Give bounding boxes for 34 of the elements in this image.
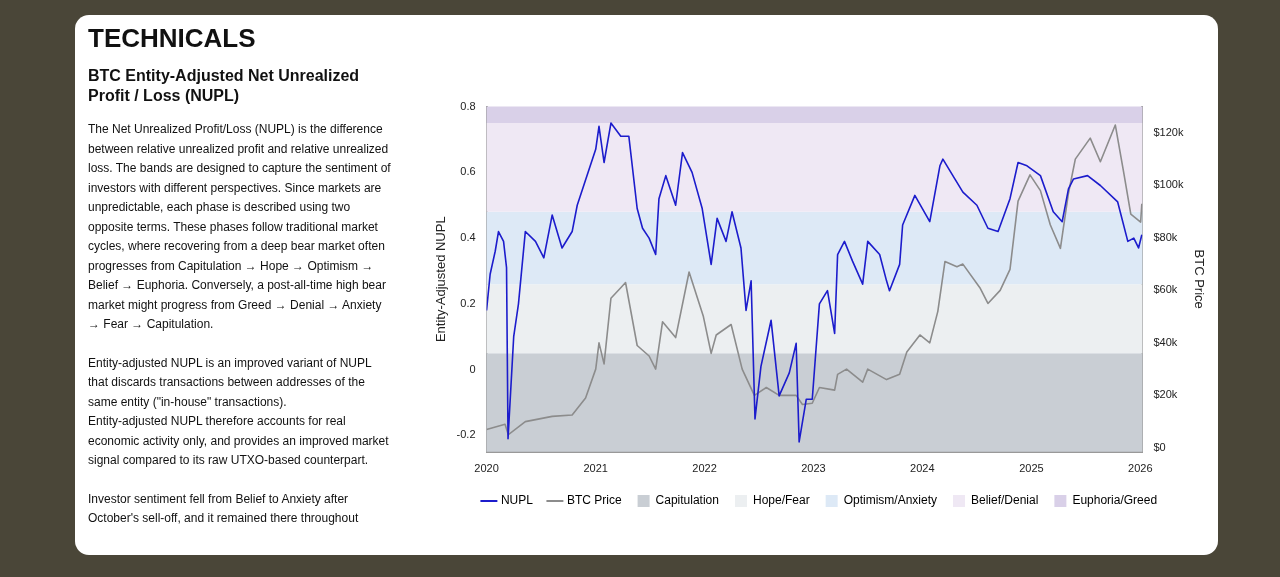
legend-label: BTC Price bbox=[566, 493, 622, 508]
y-tick-label: -0.2 bbox=[456, 428, 476, 441]
y2-tick-label: $40k bbox=[1153, 335, 1178, 348]
y2-tick-label: $60k bbox=[1153, 283, 1178, 296]
x-tick-label: 2025 bbox=[1019, 462, 1044, 475]
y2-tick-label: $120k bbox=[1153, 125, 1184, 138]
legend-label: Optimism/Anxiety bbox=[843, 493, 938, 508]
legend-label: Euphoria/Greed bbox=[1072, 493, 1158, 508]
x-tick-label: 2020 bbox=[474, 462, 499, 475]
y-tick-label: 0.4 bbox=[460, 231, 476, 244]
y2-tick-label: $0 bbox=[1153, 440, 1166, 453]
y-tick-label: 0.6 bbox=[460, 165, 476, 178]
y2-tick-label: $100k bbox=[1153, 178, 1184, 191]
x-tick-label: 2024 bbox=[910, 462, 935, 475]
text: BTC Entity-Adjusted Net Unrealized Profit / Loss (NUPL) bbox=[88, 66, 361, 106]
x-tick-label: 2026 bbox=[1128, 462, 1153, 475]
x-tick-label: 2021 bbox=[583, 462, 608, 475]
y-tick-label: 0.8 bbox=[460, 99, 476, 112]
text: The Net Unrealized Profit/Loss (NUPL) is the difference between relative unrealized profit and relative unrealized loss. The bands are designed to capture the sentiment of investors with different perspectives. Since markets are unpredictable, each phase is described using two opposite terms. These phases follow traditional market cycles, where recovering from a deep bear market often progresses from Capitulation → Hope → Optimism → Belief → Euphoria. Conversely, a post-all-time high bear market might progress from Greed → Denial → Anxiety → Fear → Capitulation. bbox=[88, 122, 391, 331]
legend-label: NUPL bbox=[500, 493, 534, 508]
y-axis-title: Entity-Adjusted NUPL bbox=[433, 216, 449, 343]
y2-tick-label: $80k bbox=[1153, 230, 1178, 243]
legend-label: Capitulation bbox=[655, 493, 719, 508]
legend-label: Belief/Denial bbox=[971, 493, 1039, 508]
legend-label: Hope/Fear bbox=[752, 493, 810, 508]
y2-tick-label: $20k bbox=[1153, 388, 1178, 401]
y-tick-label: 0.2 bbox=[460, 296, 476, 309]
x-tick-label: 2022 bbox=[692, 462, 717, 475]
x-tick-label: 2023 bbox=[801, 462, 826, 475]
text: TECHNICALS bbox=[88, 23, 257, 54]
y-tick-label: 0 bbox=[469, 362, 476, 375]
text: Investor sentiment fell from Belief to Anxiety after October's sell-off, and it remained there throughout bbox=[88, 490, 360, 527]
text: Entity-adjusted NUPL is an improved variant of NUPL that discards transactions between addresses of the same entity ("in-house" transactions). Entity-adjusted NUPL therefore accounts for real economic activity only, and provides an improved market signal compared to its raw UTXO-based counterpart. bbox=[88, 354, 390, 469]
y2-axis-title: BTC Price bbox=[1191, 249, 1207, 309]
